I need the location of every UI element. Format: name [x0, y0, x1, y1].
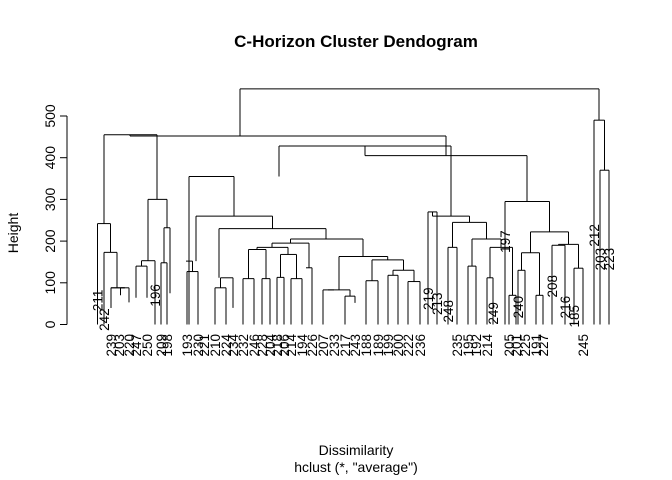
- leaf-label: 232: [236, 334, 251, 357]
- leaf-label: 189: [371, 334, 386, 357]
- leaf-label: 205: [502, 334, 517, 357]
- leaf-label: 209: [154, 334, 169, 357]
- leaf-label: 206: [277, 334, 292, 357]
- leaf-label: 214: [284, 334, 299, 357]
- leaf-label: 249: [486, 302, 501, 325]
- leaf-label: 246: [247, 334, 262, 357]
- y-axis: 0 100 200 300 400 500: [42, 104, 68, 328]
- leaf-label: 212: [587, 224, 602, 247]
- leaf-label: 208: [545, 275, 560, 298]
- leaf-label: 185: [567, 305, 582, 328]
- leaf-label: 243: [348, 334, 363, 357]
- leaf-label: 188: [359, 334, 374, 357]
- leaf-label: 224: [219, 334, 234, 357]
- leaf-label: 233: [327, 334, 342, 357]
- leaf-label: 223: [602, 248, 617, 271]
- leaf-label: 198: [160, 334, 175, 357]
- leaf-label: 250: [140, 334, 155, 357]
- leaf-label: 216: [558, 296, 573, 319]
- leaf-label: 226: [305, 334, 320, 357]
- leaf-label: 191: [529, 334, 544, 357]
- leaf-label: 225: [518, 334, 533, 357]
- leaf-label: 197: [498, 230, 513, 253]
- leaf-label: 240: [511, 296, 526, 319]
- y-axis-label: Height: [5, 213, 21, 254]
- leaf-label: 234: [226, 334, 241, 357]
- y-tick-label: 500: [42, 104, 58, 128]
- y-tick-label: 400: [42, 146, 58, 170]
- leaf-label: 247: [129, 334, 144, 357]
- leaf-label: 193: [180, 334, 195, 357]
- y-tick-label: 100: [42, 271, 58, 295]
- leaf-label: 222: [401, 334, 416, 357]
- y-tick-label: 200: [42, 229, 58, 253]
- leaf-label: 194: [295, 334, 310, 357]
- leaf-label: 203: [112, 334, 127, 357]
- leaf-label: 217: [338, 334, 353, 357]
- leaf-label: 207: [316, 334, 331, 357]
- x-axis-label: Dissimilarity: [319, 442, 394, 458]
- leaf-label: 201: [509, 334, 524, 357]
- y-tick-label: 300: [42, 188, 58, 212]
- leaf-label: 236: [413, 334, 428, 357]
- leaf-label: 214: [480, 334, 495, 357]
- y-tick-label: 0: [42, 320, 58, 328]
- dendrogram-segments: [97, 88, 610, 325]
- leaf-label: 200: [391, 334, 406, 357]
- leaf-label: 219: [421, 287, 436, 310]
- leaf-label: 239: [104, 334, 119, 357]
- leaf-label: 242: [97, 308, 112, 331]
- leaf-label: 204: [263, 334, 278, 357]
- leaf-label: 211: [91, 290, 106, 312]
- leaf-label: 192: [469, 334, 484, 357]
- leaf-label: 196: [148, 284, 163, 307]
- leaf-label: 199: [381, 334, 396, 357]
- leaf-label: 213: [430, 292, 445, 315]
- leaf-label: 230: [191, 334, 206, 357]
- leaf-label: 220: [122, 334, 137, 357]
- chart-title: C-Horizon Cluster Dendogram: [234, 32, 478, 51]
- leaf-label: 218: [270, 334, 285, 357]
- leaf-label: 227: [536, 334, 551, 357]
- x-axis-sublabel: hclust (*, "average"): [294, 459, 418, 475]
- leaf-label: 203: [593, 248, 608, 271]
- leaf-label: 210: [208, 334, 223, 357]
- leaf-label: 245: [576, 334, 591, 357]
- leaf-label: 248: [441, 300, 456, 323]
- leaf-label: 195: [461, 334, 476, 357]
- leaf-label: 235: [450, 334, 465, 357]
- leaf-label: 228: [255, 334, 270, 357]
- leaf-label: 221: [197, 334, 212, 357]
